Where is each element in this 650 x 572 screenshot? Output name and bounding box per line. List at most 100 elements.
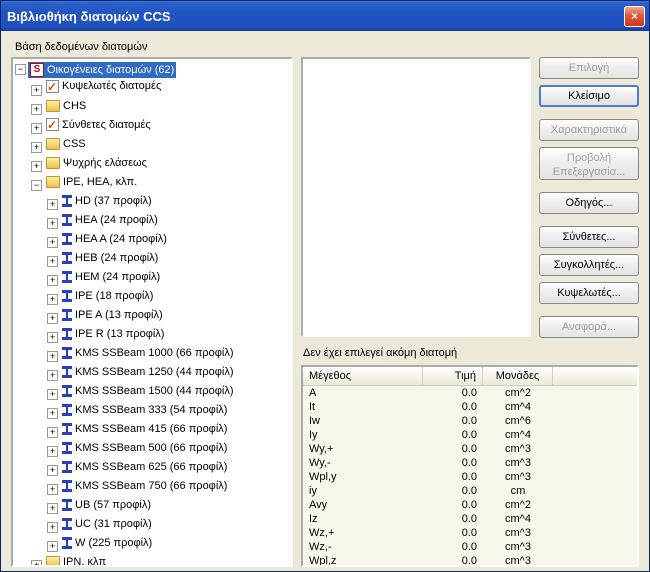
close-button[interactable]: Κλείσιμο bbox=[539, 85, 639, 107]
expander-icon[interactable]: + bbox=[47, 465, 58, 476]
expander-icon[interactable]: + bbox=[47, 332, 58, 343]
composite-button[interactable]: Σύνθετες... bbox=[539, 226, 639, 248]
property-row[interactable]: A0.0cm^2 bbox=[303, 386, 637, 400]
expander-icon[interactable]: + bbox=[31, 104, 42, 115]
tree-node[interactable]: UC (31 προφίλ) bbox=[60, 516, 154, 532]
expander-icon[interactable]: + bbox=[47, 408, 58, 419]
prop-name: Iy bbox=[303, 429, 423, 441]
property-row[interactable]: Iy0.0cm^4 bbox=[303, 428, 637, 442]
close-icon[interactable]: × bbox=[624, 6, 645, 27]
property-row[interactable]: Iz0.0cm^4 bbox=[303, 512, 637, 526]
expander-icon[interactable]: + bbox=[47, 199, 58, 210]
property-row[interactable]: Wz,+0.0cm^3 bbox=[303, 526, 637, 540]
property-row[interactable]: Wy,+0.0cm^3 bbox=[303, 442, 637, 456]
tree-node[interactable]: HD (37 προφίλ) bbox=[60, 193, 154, 209]
property-row[interactable]: It0.0cm^4 bbox=[303, 400, 637, 414]
expander-icon[interactable]: + bbox=[47, 427, 58, 438]
folder-icon bbox=[46, 138, 60, 150]
expander-icon[interactable]: − bbox=[15, 64, 26, 75]
expander-icon[interactable]: + bbox=[47, 446, 58, 457]
expander-icon[interactable]: + bbox=[47, 256, 58, 267]
tree-node[interactable]: W (225 προφίλ) bbox=[60, 535, 154, 551]
tree-node[interactable]: KMS SSBeam 750 (66 προφίλ) bbox=[60, 478, 229, 494]
prop-unit: cm^2 bbox=[483, 499, 553, 511]
expander-icon[interactable]: + bbox=[47, 313, 58, 324]
tree-node[interactable]: HEA (24 προφίλ) bbox=[60, 212, 160, 228]
property-row[interactable]: Wpl,z0.0cm^3 bbox=[303, 554, 637, 567]
prop-name: Wy,+ bbox=[303, 443, 423, 455]
tree-node[interactable]: CSS bbox=[44, 136, 88, 152]
welded-button[interactable]: Συγκολλητές... bbox=[539, 254, 639, 276]
prop-value: 0.0 bbox=[423, 541, 483, 553]
prop-value: 0.0 bbox=[423, 443, 483, 455]
guide-button[interactable]: Οδηγός... bbox=[539, 192, 639, 214]
tree-node[interactable]: Σύνθετες διατομές bbox=[44, 117, 153, 133]
expander-icon[interactable]: + bbox=[47, 218, 58, 229]
ibeam-icon bbox=[62, 252, 72, 264]
tree-node[interactable]: Ψυχρής ελάσεως bbox=[44, 155, 149, 171]
header-unit[interactable]: Μονάδες bbox=[483, 367, 553, 385]
expander-icon[interactable]: + bbox=[47, 370, 58, 381]
titlebar[interactable]: Βιβλιοθήκη διατομών CCS × bbox=[1, 1, 649, 31]
expander-icon[interactable]: + bbox=[47, 484, 58, 495]
properties-table[interactable]: Μέγεθος Τιμή Μονάδες A0.0cm^2It0.0cm^4Iw… bbox=[301, 365, 639, 567]
prop-unit: cm^3 bbox=[483, 471, 553, 483]
tree-node[interactable]: KMS SSBeam 500 (66 προφίλ) bbox=[60, 440, 229, 456]
tree-node[interactable]: KMS SSBeam 415 (66 προφίλ) bbox=[60, 421, 229, 437]
property-row[interactable]: Wz,-0.0cm^3 bbox=[303, 540, 637, 554]
tree-node-label: KMS SSBeam 1250 (44 προφίλ) bbox=[75, 364, 234, 380]
expander-icon[interactable]: + bbox=[31, 123, 42, 134]
expander-icon[interactable]: + bbox=[47, 522, 58, 533]
app-icon: S bbox=[30, 63, 44, 77]
ibeam-icon bbox=[62, 461, 72, 473]
ibeam-icon bbox=[62, 518, 72, 530]
tree-node[interactable]: IPE A (13 προφίλ) bbox=[60, 307, 165, 323]
tree-node[interactable]: KMS SSBeam 1000 (66 προφίλ) bbox=[60, 345, 236, 361]
tree-node[interactable]: CHS bbox=[44, 98, 88, 114]
expander-icon[interactable]: − bbox=[31, 180, 42, 191]
properties-body: A0.0cm^2It0.0cm^4Iw0.0cm^6Iy0.0cm^4Wy,+0… bbox=[303, 386, 637, 567]
tree-node-label: HEM (24 προφίλ) bbox=[75, 269, 160, 285]
tree-node[interactable]: IPE (18 προφίλ) bbox=[60, 288, 155, 304]
prop-unit: cm^4 bbox=[483, 401, 553, 413]
property-row[interactable]: Wpl,y0.0cm^3 bbox=[303, 470, 637, 484]
tree-node[interactable]: HEB (24 προφίλ) bbox=[60, 250, 160, 266]
cellular-button[interactable]: Κυψελωτές... bbox=[539, 282, 639, 304]
expander-icon[interactable]: + bbox=[31, 560, 42, 567]
expander-icon[interactable]: + bbox=[47, 275, 58, 286]
prop-value: 0.0 bbox=[423, 499, 483, 511]
tree-node[interactable]: IPE, HEA, κλπ. bbox=[44, 174, 139, 190]
tree-panel[interactable]: −SΟικογένειες διατομών (62)+Κυψελωτές δι… bbox=[11, 57, 293, 567]
tree-node-label: KMS SSBeam 415 (66 προφίλ) bbox=[75, 421, 227, 437]
tree-node-label: Κυψελωτές διατομές bbox=[62, 78, 161, 94]
tree-node[interactable]: KMS SSBeam 333 (54 προφίλ) bbox=[60, 402, 229, 418]
header-name[interactable]: Μέγεθος bbox=[303, 367, 423, 385]
tree-node[interactable]: HEM (24 προφίλ) bbox=[60, 269, 162, 285]
tree-node[interactable]: IPN, κλπ bbox=[44, 554, 108, 567]
section-tree[interactable]: −SΟικογένειες διατομών (62)+Κυψελωτές δι… bbox=[13, 61, 291, 567]
property-row[interactable]: Avy0.0cm^2 bbox=[303, 498, 637, 512]
expander-icon[interactable]: + bbox=[31, 85, 42, 96]
expander-icon[interactable]: + bbox=[31, 142, 42, 153]
expander-icon[interactable]: + bbox=[47, 351, 58, 362]
charact-button: Χαρακτηριστικά bbox=[539, 119, 639, 141]
expander-icon[interactable]: + bbox=[47, 294, 58, 305]
tree-node[interactable]: KMS SSBeam 1500 (44 προφίλ) bbox=[60, 383, 236, 399]
expander-icon[interactable]: + bbox=[47, 237, 58, 248]
property-row[interactable]: iy0.0cm bbox=[303, 484, 637, 498]
tree-node[interactable]: UB (57 προφίλ) bbox=[60, 497, 153, 513]
expander-icon[interactable]: + bbox=[31, 161, 42, 172]
header-value[interactable]: Τιμή bbox=[423, 367, 483, 385]
tree-node[interactable]: IPE R (13 προφίλ) bbox=[60, 326, 166, 342]
tree-node-label: Σύνθετες διατομές bbox=[62, 117, 151, 133]
tree-node[interactable]: HEA A (24 προφίλ) bbox=[60, 231, 169, 247]
property-row[interactable]: Wy,-0.0cm^3 bbox=[303, 456, 637, 470]
expander-icon[interactable]: + bbox=[47, 541, 58, 552]
expander-icon[interactable]: + bbox=[47, 389, 58, 400]
tree-node[interactable]: SΟικογένειες διατομών (62) bbox=[28, 62, 176, 78]
tree-node[interactable]: KMS SSBeam 625 (66 προφίλ) bbox=[60, 459, 229, 475]
expander-icon[interactable]: + bbox=[47, 503, 58, 514]
property-row[interactable]: Iw0.0cm^6 bbox=[303, 414, 637, 428]
tree-node[interactable]: KMS SSBeam 1250 (44 προφίλ) bbox=[60, 364, 236, 380]
tree-node[interactable]: Κυψελωτές διατομές bbox=[44, 78, 163, 94]
